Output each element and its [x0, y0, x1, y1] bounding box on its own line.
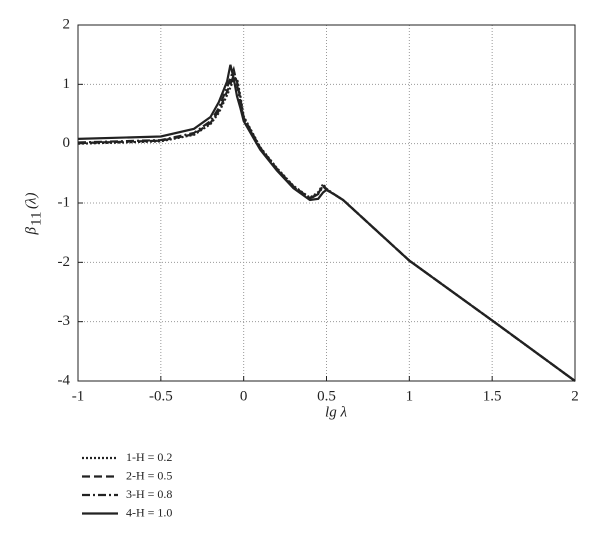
- plot-frame: [77, 24, 576, 382]
- y-label-rest: (λ): [23, 193, 39, 210]
- x-tick-label: 1: [406, 388, 414, 404]
- y-tick-label: 1: [63, 76, 71, 92]
- x-tick-label: -0.5: [149, 388, 173, 404]
- y-tick-label: 0: [63, 135, 71, 151]
- y-axis-label: β 11 (λ): [23, 193, 44, 236]
- legend-label: 3-H = 0.8: [126, 487, 172, 501]
- y-label-base: β: [23, 226, 39, 235]
- y-tick-label: 2: [63, 16, 71, 32]
- x-tick-label: -1: [72, 388, 85, 404]
- x-axis-label: lg λ: [325, 404, 347, 420]
- y-tick-label: -4: [58, 372, 71, 388]
- y-tick-label: -3: [58, 313, 71, 329]
- legend-label: 1-H = 0.2: [126, 450, 172, 464]
- y-label-sub: 11: [28, 212, 44, 226]
- y-tick-label: -1: [58, 194, 71, 210]
- x-tick-label: 0.5: [317, 388, 336, 404]
- x-tick-label: 0: [240, 388, 248, 404]
- legend-label: 2-H = 0.5: [126, 468, 172, 482]
- legend-label: 4-H = 1.0: [126, 505, 172, 519]
- x-tick-label: 1.5: [483, 388, 502, 404]
- series-line: [77, 64, 576, 382]
- y-tick-label: -2: [58, 254, 71, 270]
- x-tick-label: 2: [571, 388, 579, 404]
